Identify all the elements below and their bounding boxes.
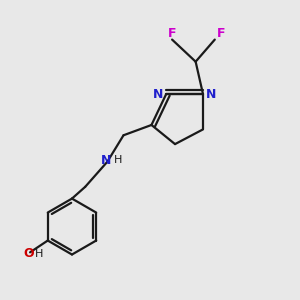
Text: N: N	[100, 154, 111, 167]
Text: F: F	[216, 27, 225, 40]
Text: F: F	[168, 27, 176, 40]
Text: N: N	[153, 88, 163, 100]
Text: N: N	[206, 88, 216, 100]
Text: H: H	[113, 155, 122, 165]
Text: O: O	[23, 247, 34, 260]
Text: H: H	[35, 249, 44, 259]
